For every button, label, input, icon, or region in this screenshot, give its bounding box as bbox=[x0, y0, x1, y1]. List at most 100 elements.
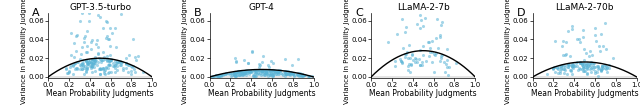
Point bbox=[83, 63, 93, 65]
Point bbox=[87, 66, 97, 67]
Point bbox=[563, 31, 573, 32]
Point bbox=[250, 75, 260, 76]
Point bbox=[238, 72, 248, 74]
Point bbox=[234, 71, 244, 72]
Point bbox=[412, 23, 422, 25]
Point bbox=[61, 72, 72, 74]
Point bbox=[575, 61, 585, 63]
Point bbox=[94, 68, 104, 70]
Point bbox=[229, 57, 239, 59]
Point bbox=[81, 51, 91, 53]
Point bbox=[90, 63, 100, 64]
Point bbox=[252, 69, 262, 71]
Point bbox=[104, 38, 114, 40]
Point bbox=[442, 48, 452, 49]
Point bbox=[131, 59, 141, 60]
Point bbox=[77, 62, 88, 64]
Point bbox=[82, 67, 92, 69]
Point bbox=[608, 57, 618, 59]
Point bbox=[563, 66, 573, 68]
Point bbox=[272, 71, 282, 73]
Point bbox=[596, 69, 606, 70]
Point bbox=[580, 66, 590, 68]
Point bbox=[406, 65, 416, 66]
Point bbox=[264, 70, 275, 72]
Point bbox=[273, 73, 284, 75]
Point bbox=[223, 72, 233, 73]
Point bbox=[92, 39, 102, 41]
Point bbox=[102, 21, 112, 23]
Point bbox=[93, 53, 103, 55]
Point bbox=[88, 58, 98, 60]
Point bbox=[431, 53, 441, 54]
Point bbox=[207, 75, 218, 77]
Point bbox=[602, 71, 612, 73]
Point bbox=[424, 51, 435, 53]
Point bbox=[121, 67, 131, 69]
Point bbox=[573, 38, 584, 40]
Point bbox=[86, 62, 96, 64]
Point bbox=[259, 70, 269, 71]
Point bbox=[266, 74, 276, 76]
Point bbox=[552, 68, 563, 70]
Point bbox=[600, 22, 610, 24]
Point bbox=[440, 63, 451, 65]
Point bbox=[84, 61, 95, 63]
Point bbox=[566, 66, 577, 68]
Point bbox=[597, 66, 607, 67]
Point bbox=[555, 70, 565, 72]
Point bbox=[101, 37, 111, 39]
Point bbox=[307, 76, 317, 77]
Point bbox=[560, 64, 570, 66]
Point bbox=[265, 70, 275, 72]
Point bbox=[563, 63, 573, 65]
Title: GPT-4: GPT-4 bbox=[249, 3, 275, 12]
Point bbox=[596, 33, 606, 35]
Point bbox=[274, 73, 284, 75]
Point bbox=[83, 62, 93, 64]
Point bbox=[604, 67, 614, 69]
Point bbox=[255, 70, 266, 72]
Point bbox=[228, 74, 239, 76]
Point bbox=[236, 70, 246, 72]
Point bbox=[85, 65, 95, 67]
Point bbox=[123, 64, 133, 66]
Point bbox=[424, 41, 434, 43]
Point bbox=[232, 71, 243, 73]
Point bbox=[292, 73, 303, 75]
Point bbox=[112, 65, 122, 67]
Point bbox=[412, 61, 422, 63]
Point bbox=[83, 63, 93, 65]
Point bbox=[75, 20, 85, 22]
Point bbox=[602, 68, 612, 70]
Point bbox=[102, 59, 113, 61]
Point bbox=[549, 66, 559, 68]
Y-axis label: Variance in Probability Judgments: Variance in Probability Judgments bbox=[182, 0, 188, 104]
Point bbox=[267, 69, 277, 71]
Point bbox=[577, 63, 588, 65]
Point bbox=[82, 30, 92, 32]
Point bbox=[566, 71, 576, 72]
Point bbox=[595, 50, 605, 52]
Point bbox=[442, 66, 452, 68]
Point bbox=[262, 65, 273, 66]
Point bbox=[292, 73, 302, 75]
Point bbox=[584, 65, 595, 67]
Point bbox=[86, 60, 97, 61]
Point bbox=[578, 37, 588, 38]
Point bbox=[229, 74, 239, 76]
Point bbox=[118, 67, 129, 69]
Point bbox=[221, 73, 231, 75]
Point bbox=[72, 62, 82, 63]
Point bbox=[572, 39, 582, 40]
Point bbox=[209, 75, 220, 77]
Point bbox=[557, 45, 567, 47]
Point bbox=[273, 72, 284, 73]
Point bbox=[104, 61, 115, 62]
Point bbox=[86, 71, 97, 73]
Point bbox=[95, 16, 105, 18]
Point bbox=[280, 71, 291, 72]
Point bbox=[396, 60, 406, 62]
Point bbox=[215, 75, 225, 76]
Point bbox=[584, 62, 595, 64]
